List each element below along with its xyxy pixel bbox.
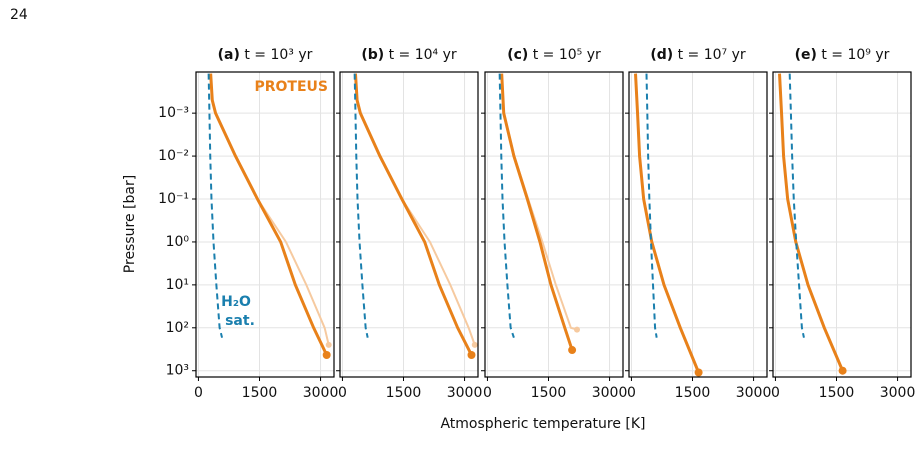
annotation: H₂O bbox=[221, 294, 251, 310]
x-tick-label: 0 bbox=[194, 385, 203, 401]
x-tick-label: 3000 bbox=[592, 385, 628, 401]
axes-frame bbox=[772, 71, 912, 378]
panel-letter: (e) bbox=[795, 47, 817, 63]
y-tick-label: 10⁰ bbox=[166, 234, 190, 250]
annotation: sat. bbox=[225, 313, 255, 329]
panel-title: (a) t = 10³ yr bbox=[218, 47, 313, 63]
profile-line bbox=[354, 73, 476, 346]
x-tick-label: 1500 bbox=[242, 385, 278, 401]
y-tick-label: 10⁻¹ bbox=[158, 191, 189, 207]
y-tick-label: 10³ bbox=[166, 363, 189, 379]
x-tick-label: 0 bbox=[483, 385, 492, 401]
profile-line bbox=[500, 73, 578, 331]
x-tick-label: 0 bbox=[771, 385, 780, 401]
x-axis-label: Atmospheric temperature [K] bbox=[440, 416, 645, 432]
panel-title: (d) t = 10⁷ yr bbox=[650, 47, 746, 63]
annotation: PROTEUS bbox=[254, 79, 328, 95]
panel-letter: (d) bbox=[650, 47, 673, 63]
panel-letter: (c) bbox=[507, 47, 528, 63]
profile-line bbox=[500, 73, 574, 351]
y-tick-label: 10¹ bbox=[166, 277, 189, 293]
x-tick-label: 3000 bbox=[447, 385, 483, 401]
panel-time: t = 10³ yr bbox=[240, 47, 313, 63]
x-tick-label: 3000 bbox=[880, 385, 916, 401]
panel-letter: (a) bbox=[218, 47, 240, 63]
panel-time: t = 10⁷ yr bbox=[673, 47, 746, 63]
x-tick-label: 1500 bbox=[531, 385, 567, 401]
x-tick-label: 1500 bbox=[819, 385, 855, 401]
profile-line bbox=[778, 73, 844, 372]
axes-frame bbox=[484, 71, 624, 378]
x-tick-label: 3000 bbox=[303, 385, 339, 401]
panel-time: t = 10⁹ yr bbox=[817, 47, 890, 63]
panel-time: t = 10⁵ yr bbox=[528, 47, 601, 63]
panel-title: (b) t = 10⁴ yr bbox=[361, 47, 457, 63]
y-tick-label: 10² bbox=[166, 320, 189, 336]
x-tick-label: 1500 bbox=[675, 385, 711, 401]
profile-line bbox=[209, 73, 329, 356]
panel-time: t = 10⁴ yr bbox=[384, 47, 457, 63]
panel-letter: (b) bbox=[361, 47, 384, 63]
panel-title: (c) t = 10⁵ yr bbox=[507, 47, 601, 63]
axes-frame bbox=[339, 71, 479, 378]
y-tick-label: 10⁻³ bbox=[158, 105, 189, 121]
profile-line bbox=[634, 73, 700, 374]
end-marker bbox=[322, 350, 331, 359]
x-tick-label: 0 bbox=[627, 385, 636, 401]
page-number: 24 bbox=[10, 7, 28, 23]
end-marker bbox=[838, 366, 847, 375]
y-axis-label: Pressure [bar] bbox=[122, 175, 138, 273]
end-marker bbox=[467, 350, 476, 359]
x-tick-label: 0 bbox=[338, 385, 347, 401]
axes-frame bbox=[195, 71, 335, 378]
x-tick-label: 3000 bbox=[736, 385, 772, 401]
end-marker bbox=[325, 341, 332, 348]
axes-frame bbox=[628, 71, 768, 378]
panel-title: (e) t = 10⁹ yr bbox=[795, 47, 890, 63]
y-tick-label: 10⁻² bbox=[158, 148, 189, 164]
x-tick-label: 1500 bbox=[386, 385, 422, 401]
end-marker bbox=[471, 341, 478, 348]
profile-line bbox=[353, 73, 473, 356]
end-marker bbox=[574, 326, 580, 333]
end-marker bbox=[694, 368, 703, 377]
end-marker bbox=[568, 346, 577, 355]
